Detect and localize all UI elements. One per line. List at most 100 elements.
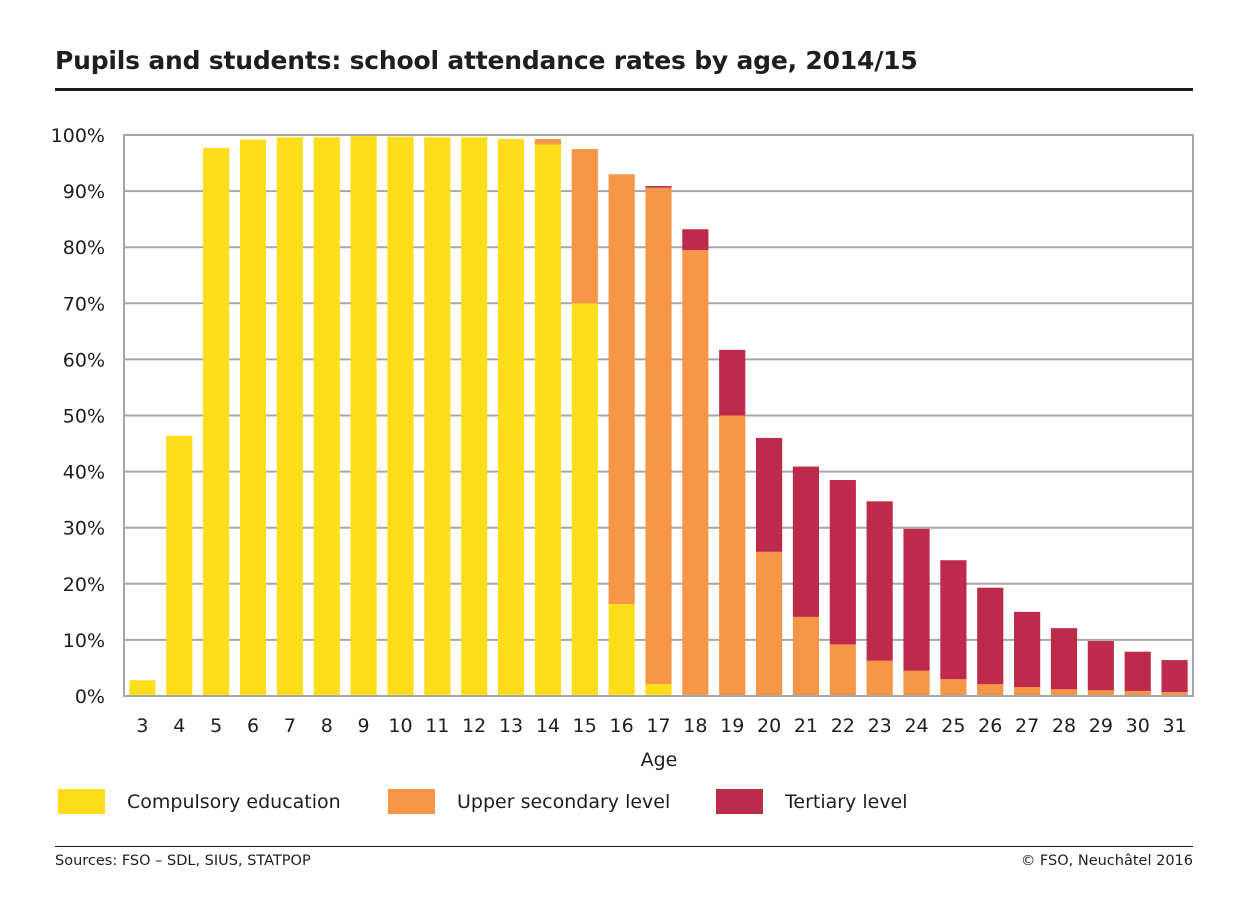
x-tick-label: 22: [831, 715, 855, 737]
bar-segment-compulsory: [239, 139, 267, 696]
bar-segment-upper-secondary: [829, 644, 856, 696]
x-tick-label: 28: [1052, 715, 1076, 737]
bar-segment-upper-secondary: [1050, 689, 1078, 696]
legend-swatch-compulsory: [58, 789, 105, 814]
legend-item-tertiary: Tertiary level: [716, 789, 908, 814]
y-tick-label: 60%: [63, 349, 105, 371]
bar-segment-tertiary: [682, 229, 709, 251]
bar-segment-tertiary: [756, 437, 783, 552]
source-note: Sources: FSO – SDL, SIUS, STATPOP: [55, 853, 311, 869]
x-tick-label: 24: [904, 715, 928, 737]
x-tick-label: 8: [321, 715, 333, 737]
bar-segment-tertiary: [1124, 651, 1151, 691]
x-tick-label: 7: [284, 715, 296, 737]
legend-label-upper-secondary: Upper secondary level: [457, 790, 671, 813]
y-tick-label: 90%: [63, 181, 105, 203]
bar-segment-tertiary: [792, 466, 820, 617]
x-axis-label: Age: [641, 749, 678, 771]
bar-segment-tertiary: [829, 480, 856, 645]
legend-item-upper-secondary: Upper secondary level: [388, 789, 670, 814]
bar-segment-compulsory: [166, 435, 193, 696]
x-tick-label: 14: [536, 715, 560, 737]
x-tick-label: 10: [388, 715, 412, 737]
x-tick-label: 4: [173, 715, 185, 737]
y-tick-label: 70%: [63, 293, 105, 315]
copyright-note: © FSO, Neuchâtel 2016: [1020, 853, 1193, 869]
bar-segment-upper-secondary: [682, 250, 709, 695]
x-tick-label: 9: [358, 715, 370, 737]
x-tick-label: 26: [978, 715, 1002, 737]
y-tick-label: 30%: [63, 518, 105, 540]
x-tick-label: 5: [210, 715, 222, 737]
bar-segment-compulsory: [350, 136, 377, 696]
bar-segment-compulsory: [203, 147, 230, 696]
x-tick-label: 3: [136, 715, 148, 737]
bar-segment-upper-secondary: [977, 684, 1004, 696]
legend-label-tertiary: Tertiary level: [785, 790, 908, 813]
bar-segment-upper-secondary: [645, 187, 672, 685]
title-divider: [55, 88, 1193, 91]
bar-segment-upper-secondary: [792, 616, 820, 696]
bar-segment-tertiary: [719, 349, 746, 416]
legend-label-compulsory: Compulsory education: [127, 790, 341, 813]
bar-segment-compulsory: [461, 137, 488, 696]
bar-segment-compulsory: [276, 137, 303, 696]
x-tick-label: 6: [247, 715, 259, 737]
bar-segment-tertiary: [903, 528, 930, 671]
bar-segment-upper-secondary: [571, 149, 598, 304]
bar-segment-compulsory: [608, 603, 635, 696]
bar-segment-upper-secondary: [866, 660, 893, 696]
bar-segment-upper-secondary: [1161, 692, 1188, 696]
x-tick-label: 27: [1015, 715, 1039, 737]
y-tick-label: 20%: [63, 574, 105, 596]
x-tick-label: 23: [868, 715, 892, 737]
bar-segment-upper-secondary: [608, 174, 635, 604]
bars: [129, 136, 1188, 697]
y-tick-label: 80%: [63, 237, 105, 259]
x-tick-label: 11: [425, 715, 449, 737]
x-tick-label: 12: [462, 715, 486, 737]
bar-segment-tertiary: [940, 560, 967, 680]
chart-title: Pupils and students: school attendance r…: [55, 46, 918, 75]
tick-labels: 0% 10% 20% 30% 40% 50% 60% 70% 80% 90% 100% 3 4 5 6 7 8 9…: [51, 125, 1187, 737]
chart-plot: 0% 10% 20% 30% 40% 50% 60% 70% 80% 90% 100% 3 4 5 6 7 8 9…: [51, 125, 1194, 771]
x-tick-label: 16: [610, 715, 634, 737]
y-tick-label: 40%: [63, 462, 105, 484]
bar-segment-tertiary: [866, 501, 893, 661]
x-tick-label: 29: [1089, 715, 1113, 737]
legend-swatch-upper-secondary: [388, 789, 435, 814]
x-tick-label: 15: [573, 715, 597, 737]
x-tick-label: 18: [683, 715, 707, 737]
bar-segment-upper-secondary: [903, 670, 930, 696]
bar-segment-upper-secondary: [1014, 687, 1041, 696]
y-tick-label: 10%: [63, 630, 105, 652]
x-tick-label: 13: [499, 715, 523, 737]
bar-segment-tertiary: [1161, 660, 1188, 693]
x-tick-label: 25: [941, 715, 965, 737]
bar-segment-upper-secondary: [1124, 690, 1151, 696]
x-tick-label: 31: [1162, 715, 1186, 737]
bar-segment-tertiary: [1050, 628, 1078, 690]
bar-segment-tertiary: [1087, 641, 1114, 691]
bar-segment-tertiary: [645, 186, 672, 188]
bar-segment-compulsory: [645, 684, 672, 696]
bar-segment-compulsory: [129, 680, 156, 696]
bar-segment-compulsory: [571, 303, 598, 696]
y-tick-label: 50%: [63, 406, 105, 428]
bar-segment-compulsory: [313, 137, 340, 696]
bar-segment-upper-secondary: [719, 415, 746, 696]
bar-segment-compulsory: [424, 137, 451, 696]
bar-segment-upper-secondary: [534, 138, 561, 145]
x-tick-label: 20: [757, 715, 781, 737]
x-tick-label: 21: [794, 715, 818, 737]
bar-segment-tertiary: [1014, 611, 1041, 688]
footer-divider: [55, 846, 1193, 847]
y-tick-label: 100%: [51, 125, 105, 147]
bar-segment-upper-secondary: [940, 679, 967, 696]
legend-item-compulsory: Compulsory education: [58, 789, 341, 814]
axes: [123, 134, 1194, 697]
bar-segment-tertiary: [977, 587, 1004, 685]
bar-segment-compulsory: [387, 136, 414, 697]
bar-segment-compulsory: [534, 144, 561, 697]
bar-segment-upper-secondary: [1087, 690, 1114, 696]
